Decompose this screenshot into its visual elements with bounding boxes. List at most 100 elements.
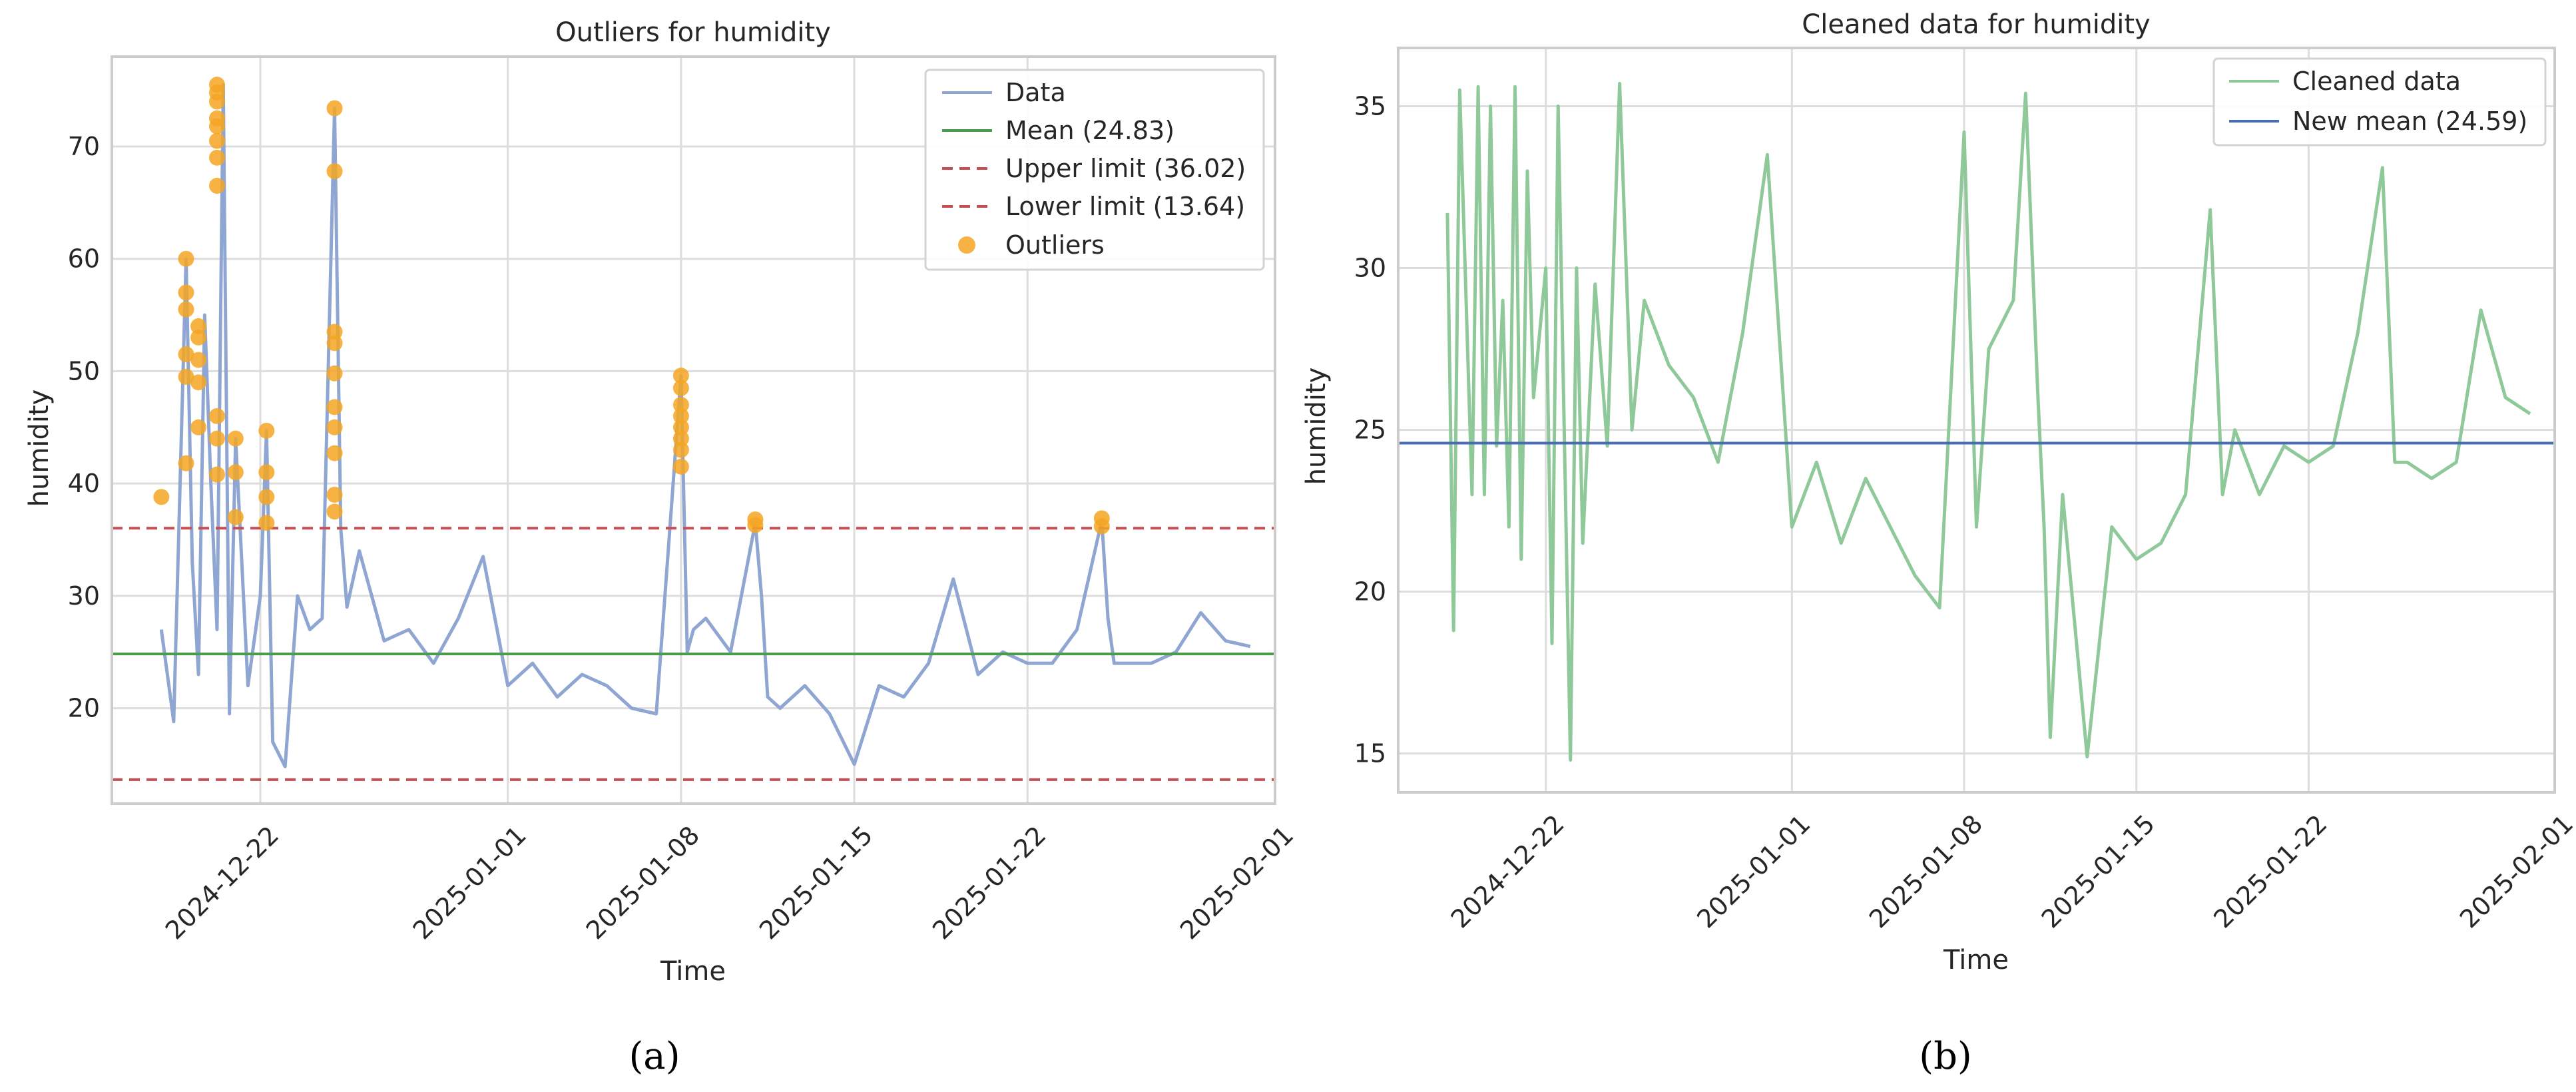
outlier-point xyxy=(326,503,343,520)
outlier-point xyxy=(326,445,343,461)
outlier-point xyxy=(190,374,207,391)
outlier-point xyxy=(672,458,689,475)
outlier-point xyxy=(326,365,343,382)
y-tick-label: 70 xyxy=(68,132,100,161)
outlier-point xyxy=(227,509,244,525)
outlier-point xyxy=(672,368,689,384)
outlier-point xyxy=(153,489,170,505)
legend-label: Data xyxy=(1005,78,1066,107)
chart-title: Cleaned data for humidity xyxy=(1802,9,2150,40)
x-tick-label: 2025-01-08 xyxy=(581,820,705,945)
outlier-point xyxy=(208,430,225,447)
x-tick-label: 2025-01-15 xyxy=(754,820,878,945)
x-tick-label: 2025-01-22 xyxy=(2208,809,2332,934)
legend-item-outliers: Outliers xyxy=(958,230,1105,260)
plot-frame xyxy=(1397,47,2556,794)
legend-item-mean: Mean (24.83) xyxy=(942,116,1174,145)
outlier-point xyxy=(227,464,244,481)
outlier-point xyxy=(326,163,343,180)
legend-item-lower-limit: Lower limit (13.64) xyxy=(942,192,1245,221)
x-tick-label: 2024-12-22 xyxy=(1445,809,1570,934)
outlier-point xyxy=(672,397,689,413)
y-tick-label: 15 xyxy=(1354,739,1386,768)
legend-label: Outliers xyxy=(1005,230,1105,260)
outlier-point xyxy=(208,149,225,166)
outlier-point xyxy=(178,250,194,267)
panel-outliers: 20 30 40 50 60 70 2024-12-22 2025-01-01 2025-01… xyxy=(24,17,1299,1078)
outlier-point xyxy=(178,284,194,301)
outlier-point xyxy=(326,335,343,352)
series-line xyxy=(159,83,1251,768)
panel-label: (b) xyxy=(1919,1035,1972,1078)
outlier-point xyxy=(178,455,194,471)
outlier-point xyxy=(258,489,275,505)
x-tick-labels: 2024-12-22 2025-01-01 2025-01-08 2025-01-15… xyxy=(160,820,1299,945)
legend-label: New mean (24.59) xyxy=(2292,107,2527,136)
legend-item-new-mean: New mean (24.59) xyxy=(2229,107,2527,136)
outlier-point xyxy=(1093,518,1110,535)
plot-area xyxy=(112,77,1275,781)
outlier-point xyxy=(178,368,194,385)
legend-label: Mean (24.83) xyxy=(1005,116,1174,145)
x-tick-label: 2025-02-01 xyxy=(1174,820,1299,945)
x-tick-label: 2025-01-22 xyxy=(927,820,1051,945)
legend-box xyxy=(924,69,1265,271)
y-tick-label: 25 xyxy=(1354,415,1386,445)
legend-label: Cleaned data xyxy=(2292,67,2461,96)
outlier-point xyxy=(190,419,207,435)
chart-title: Outliers for humidity xyxy=(555,17,831,48)
outlier-point xyxy=(190,318,207,334)
outlier-point xyxy=(672,419,689,435)
outlier-point xyxy=(326,487,343,503)
x-tick-label: 2025-01-01 xyxy=(407,820,532,945)
outlier-point xyxy=(672,441,689,458)
outlier-point xyxy=(208,133,225,149)
y-axis-label: humidity xyxy=(24,390,55,507)
outlier-point xyxy=(326,100,343,117)
x-tick-labels: 2024-12-22 2025-01-01 2025-01-08 2025-01-15… xyxy=(1445,809,2576,934)
y-tick-labels: 20 30 40 50 60 70 xyxy=(68,132,100,723)
y-tick-label: 40 xyxy=(68,469,100,498)
legend-item-cleaned-data: Cleaned data xyxy=(2229,67,2461,96)
legend-label: Upper limit (36.02) xyxy=(1005,154,1246,183)
outlier-point xyxy=(208,408,225,424)
y-tick-label: 35 xyxy=(1354,91,1386,121)
x-axis-label: Time xyxy=(660,956,726,987)
outlier-point xyxy=(672,380,689,396)
outlier-point xyxy=(747,517,764,533)
outlier-point xyxy=(178,301,194,318)
outlier-point xyxy=(258,515,275,531)
outlier-point xyxy=(190,329,207,346)
x-tick-label: 2025-01-01 xyxy=(1691,809,1816,934)
x-tick-label: 2024-12-22 xyxy=(160,820,284,945)
series-line xyxy=(1445,82,2531,762)
y-tick-label: 60 xyxy=(68,244,100,274)
legend-swatch xyxy=(958,236,975,254)
outlier-point xyxy=(672,430,689,447)
y-tick-label: 50 xyxy=(68,356,100,386)
y-tick-labels: 15 20 25 30 35 xyxy=(1354,91,1386,768)
outlier-point xyxy=(326,419,343,435)
y-tick-label: 30 xyxy=(1354,254,1386,283)
outlier-point xyxy=(326,324,343,340)
outlier-point xyxy=(672,408,689,424)
outlier-point xyxy=(258,464,275,481)
y-tick-label: 20 xyxy=(68,694,100,723)
outlier-point xyxy=(258,422,275,439)
outlier-point xyxy=(227,430,244,447)
legend: Data Mean (24.83) Upper limit (36.02) Lo… xyxy=(924,69,1265,271)
y-axis-label: humidity xyxy=(1301,368,1332,485)
legend-label: Lower limit (13.64) xyxy=(1005,192,1245,221)
outlier-point xyxy=(208,118,225,135)
y-tick-label: 20 xyxy=(1354,577,1386,607)
outlier-point xyxy=(208,93,225,110)
legend-item-data: Data xyxy=(942,78,1066,107)
y-tick-label: 30 xyxy=(68,581,100,611)
outlier-point xyxy=(326,399,343,415)
plot-area xyxy=(1398,82,2555,762)
x-tick-label: 2025-01-08 xyxy=(1864,809,1988,934)
x-tick-label: 2025-02-01 xyxy=(2454,809,2576,934)
panel-label: (a) xyxy=(629,1035,680,1078)
outlier-point xyxy=(178,346,194,363)
